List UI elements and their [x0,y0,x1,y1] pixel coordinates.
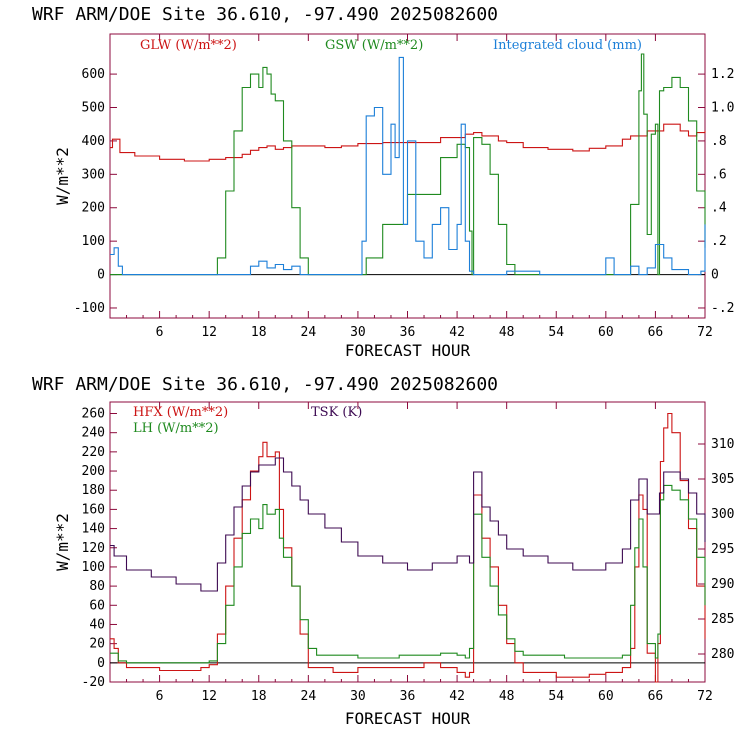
radiation-panel: WRF ARM/DOE Site 36.610, -97.490 2025082… [32,4,734,360]
y2-tick-label: 1.2 [711,67,734,82]
x-axis-title: FORECAST HOUR [345,341,471,360]
x-tick-label: 48 [499,325,515,340]
x-tick-label: 54 [548,689,564,704]
y-tick-label: 300 [82,167,105,182]
y-tick-label: 240 [82,426,105,441]
x-tick-label: 30 [350,689,366,704]
y2-tick-label: .2 [711,234,727,249]
series-line-1 [110,53,706,276]
x-tick-label: 6 [156,689,164,704]
y2-tick-label: 280 [711,647,734,662]
y-tick-label: 600 [82,67,105,82]
y-axis-title: W/m**2 [53,513,72,571]
y-tick-label: 20 [89,637,105,652]
x-tick-label: 6 [156,325,164,340]
y-tick-label: 0 [97,268,105,283]
y-tick-label: 200 [82,201,105,216]
y2-tick-label: 285 [711,612,734,627]
legend-entry-1: GSW (W/m**2) [325,38,423,53]
x-tick-label: 48 [499,689,515,704]
y-tick-label: 180 [82,483,105,498]
y2-tick-label: .8 [711,134,727,149]
y-tick-label: 260 [82,407,105,422]
x-tick-label: 36 [400,689,416,704]
y-tick-label: 100 [82,560,105,575]
y2-tick-label: 290 [711,577,734,592]
y-tick-label: 0 [97,656,105,671]
legend-entry-1: LH (W/m**2) [133,421,219,436]
y2-tick-label: -.2 [711,301,734,316]
y-tick-label: 120 [82,541,105,556]
chart-header: WRF ARM/DOE Site 36.610, -97.490 2025082… [32,374,498,395]
y-tick-label: 400 [82,134,105,149]
y2-tick-label: .4 [711,201,727,216]
x-tick-label: 36 [400,325,416,340]
y-tick-label: 40 [89,617,105,632]
x-tick-label: 42 [449,325,465,340]
x-tick-label: 24 [301,325,317,340]
x-tick-label: 60 [598,325,614,340]
legend-entry-0: HFX (W/m**2) [133,405,228,420]
y-tick-label: -20 [82,675,105,690]
legend-entry-2: Integrated cloud (mm) [493,38,642,53]
x-tick-label: 66 [648,689,664,704]
x-tick-label: 54 [548,325,564,340]
x-tick-label: 60 [598,689,614,704]
y-tick-label: 220 [82,445,105,460]
y-tick-label: 500 [82,101,105,116]
x-tick-label: 18 [251,325,267,340]
x-tick-label: 12 [201,689,217,704]
x-tick-label: 42 [449,689,465,704]
y-tick-label: 80 [89,579,105,594]
y-tick-label: 160 [82,502,105,517]
x-tick-label: 66 [648,325,664,340]
chart-header: WRF ARM/DOE Site 36.610, -97.490 2025082… [32,4,498,25]
y2-tick-label: .6 [711,167,727,182]
y2-tick-label: 0 [711,268,719,283]
x-axis-title: FORECAST HOUR [345,709,471,728]
x-tick-label: 24 [301,689,317,704]
series-line-2 [110,457,706,592]
x-tick-label: 12 [201,325,217,340]
x-tick-label: 30 [350,325,366,340]
y2-tick-label: 305 [711,472,734,487]
series-line-1 [110,484,706,664]
y-tick-label: 100 [82,234,105,249]
y2-tick-label: 310 [711,437,734,452]
x-tick-label: 72 [697,689,713,704]
series-line-2 [110,56,706,276]
y-tick-label: 200 [82,464,105,479]
legend-entry-2: TSK (K) [311,405,362,420]
y2-tick-label: 1.0 [711,101,734,116]
y-tick-label: 60 [89,598,105,613]
x-tick-label: 18 [251,689,267,704]
y-axis-title: W/m**2 [53,147,72,205]
y-tick-label: 140 [82,522,105,537]
surface-flux-panel: WRF ARM/DOE Site 36.610, -97.490 2025082… [32,374,734,728]
y2-tick-label: 295 [711,542,734,557]
y2-tick-label: 300 [711,507,734,522]
y-tick-label: -100 [74,301,105,316]
x-tick-label: 72 [697,325,713,340]
legend-entry-0: GLW (W/m**2) [140,38,237,53]
series-line-0 [110,412,706,683]
